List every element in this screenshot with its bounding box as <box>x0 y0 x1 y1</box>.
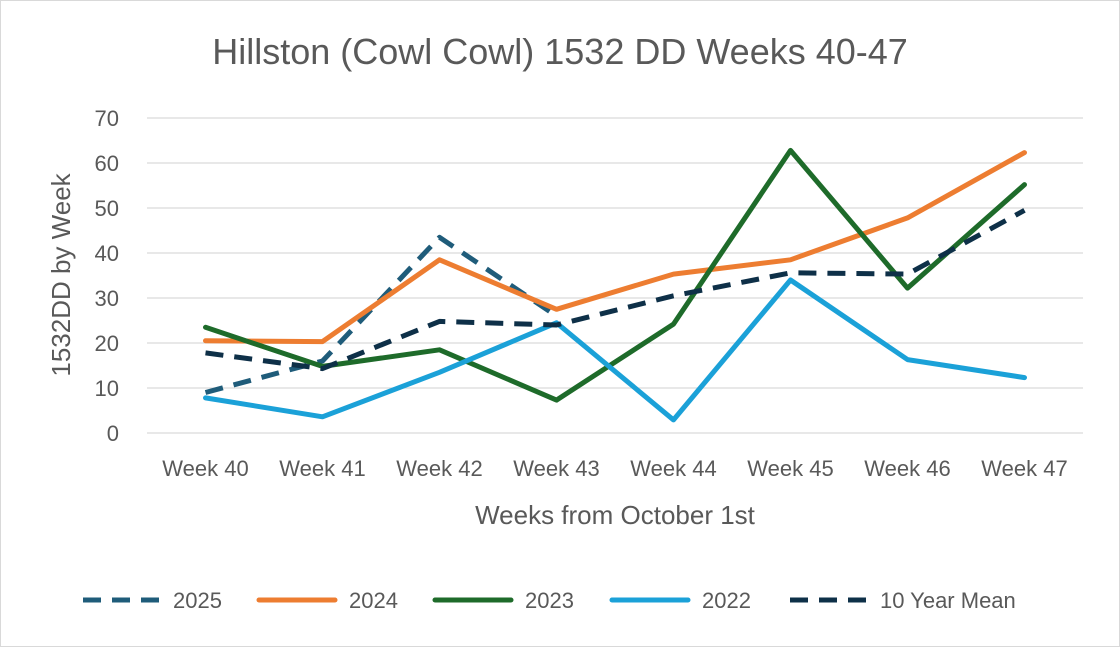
y-tick-label: 50 <box>95 196 119 221</box>
chart-title: Hillston (Cowl Cowl) 1532 DD Weeks 40-47 <box>212 31 908 72</box>
series-line-2022 <box>203 277 1027 423</box>
y-tick-label: 20 <box>95 331 119 356</box>
x-axis-label: Weeks from October 1st <box>475 500 756 530</box>
y-tick-label: 30 <box>95 286 119 311</box>
x-tick-label: Week 44 <box>630 456 716 481</box>
series-line-2025 <box>204 234 558 395</box>
x-tick-label: Week 47 <box>981 456 1067 481</box>
legend-label: 2023 <box>525 588 574 613</box>
y-tick-label: 70 <box>95 106 119 131</box>
legend: 2025 2024 2023 2022 10 Year Mean <box>83 588 1016 613</box>
series-line-2023 <box>203 147 1027 403</box>
y-tick-label: 60 <box>95 151 119 176</box>
x-tick-label: Week 46 <box>864 456 950 481</box>
y-tick-label: 40 <box>95 241 119 266</box>
series-line-2024 <box>203 150 1027 345</box>
y-axis-label: 1532DD by Week <box>46 172 76 376</box>
x-tick-label: Week 43 <box>513 456 599 481</box>
legend-label: 2022 <box>702 588 751 613</box>
x-tick-label: Week 45 <box>747 456 833 481</box>
x-tick-label: Week 42 <box>396 456 482 481</box>
series-line-10-year-mean <box>205 208 1026 372</box>
legend-label: 10 Year Mean <box>880 588 1016 613</box>
y-tick-label: 0 <box>107 421 119 446</box>
legend-label: 2025 <box>173 588 222 613</box>
y-tick-label: 10 <box>95 376 119 401</box>
x-tick-label: Week 40 <box>162 456 248 481</box>
legend-label: 2024 <box>349 588 398 613</box>
x-tick-label: Week 41 <box>279 456 365 481</box>
